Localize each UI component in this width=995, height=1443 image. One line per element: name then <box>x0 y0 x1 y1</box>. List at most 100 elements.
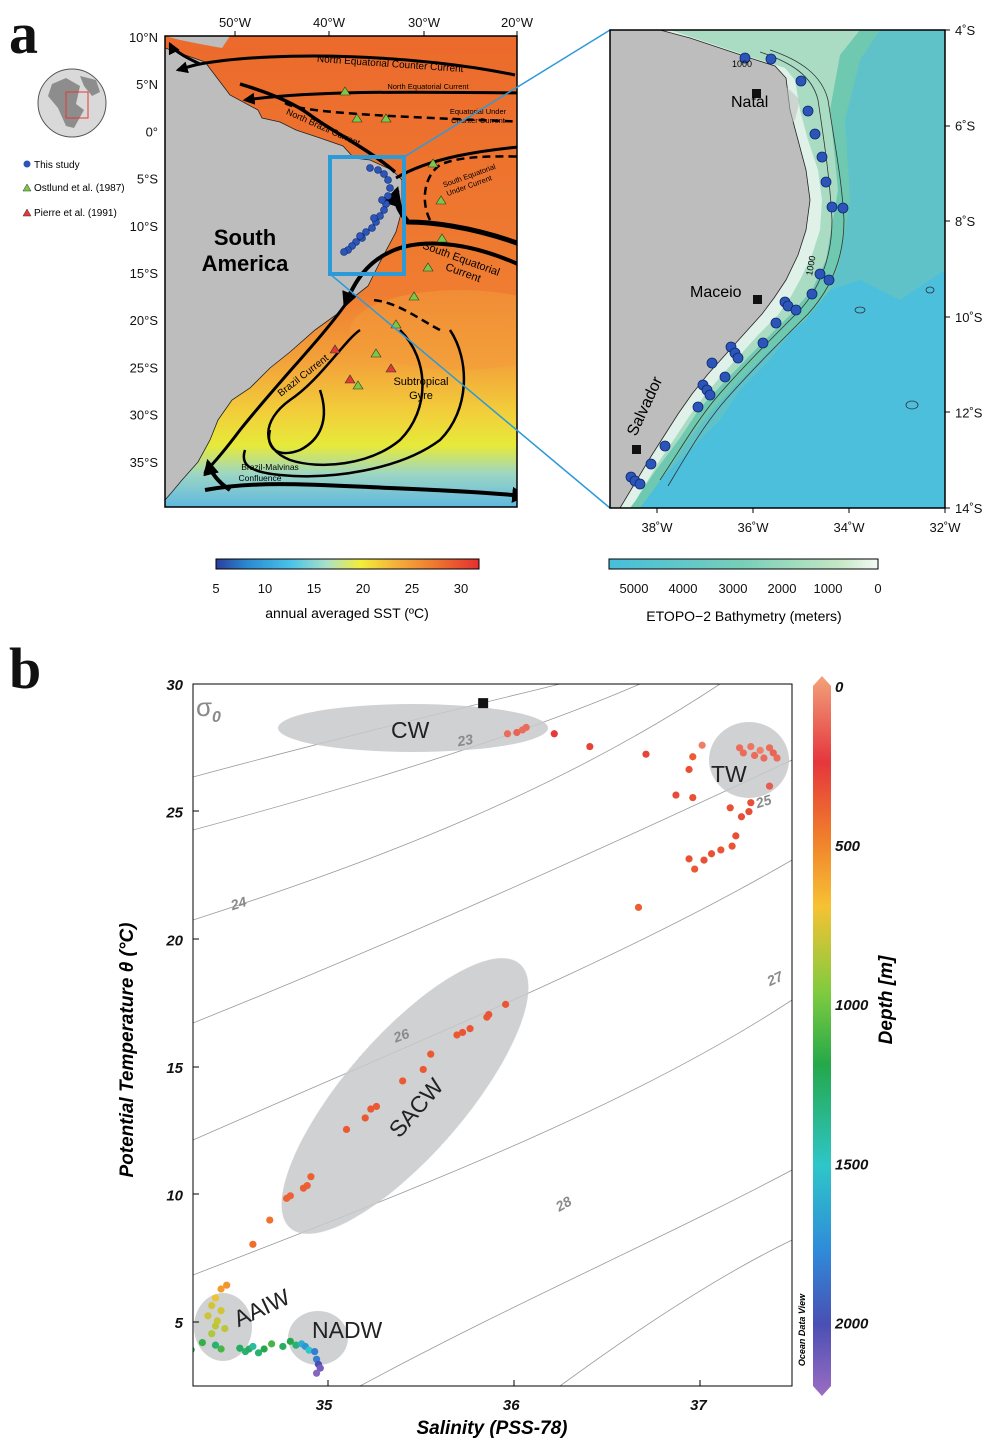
right-map-lat-tick: 12˚S <box>955 405 983 420</box>
data-point <box>361 1114 369 1122</box>
right-map-lon-tick: 32˚W <box>929 520 961 535</box>
right-map-lon-tick: 36˚W <box>737 520 769 535</box>
bathymetry-colorbar-tick: 5000 <box>620 581 649 596</box>
south-america-landmass <box>165 36 403 501</box>
legend-pierre: Pierre et al. (1991) <box>34 208 117 219</box>
data-point <box>642 750 650 758</box>
legend: This study Ostlund et al. (1987) Pierre … <box>22 160 125 219</box>
data-point <box>279 1342 287 1351</box>
label-cw: CW <box>391 717 430 743</box>
data-point <box>249 1342 257 1351</box>
x-tick-labels: 35 36 37 <box>316 1397 708 1414</box>
left-map-pierre-sites <box>329 344 397 384</box>
current-label-gyre-1: Subtropical <box>393 376 448 388</box>
label-nadw: NADW <box>312 1317 383 1343</box>
sigma-label: σ0 <box>196 692 221 726</box>
y-tick-label: 30 <box>166 677 183 694</box>
legend-ostlund: Ostlund et al. (1987) <box>34 183 125 194</box>
data-point <box>282 1194 291 1202</box>
data-point <box>672 791 680 799</box>
data-point <box>367 1105 375 1113</box>
y-tick-labels: 5 10 15 20 25 30 <box>165 677 183 1332</box>
sst-colorbar-label: annual averaged SST (ºC) <box>265 605 429 621</box>
data-point <box>204 1312 212 1320</box>
data-point <box>689 793 697 802</box>
current-label-gyre-2: Gyre <box>409 390 433 402</box>
data-point <box>372 1102 381 1111</box>
data-point <box>700 856 708 864</box>
data-point <box>311 1347 319 1356</box>
panel-b-letter: b <box>9 636 42 701</box>
left-map-lat-tick: 35°S <box>130 455 159 470</box>
scatter-points <box>193 698 781 1377</box>
data-point <box>466 1025 474 1033</box>
data-point <box>685 855 693 863</box>
depth-colorbar-tick: 0 <box>835 679 844 696</box>
label-aaiw: AAIW <box>229 1283 294 1332</box>
label-tw: TW <box>711 761 747 787</box>
continent-label-line1: South <box>214 225 276 250</box>
right-map-lat-tick: 4˚S <box>955 23 976 38</box>
data-point <box>634 903 643 911</box>
current-label-bmc-2: Confluence <box>238 473 281 483</box>
data-point <box>217 1307 225 1315</box>
legend-marker-ostlund <box>22 183 32 192</box>
city-maceio: Maceio <box>690 284 742 301</box>
globe-inset <box>37 68 107 138</box>
y-tick-label: 5 <box>175 1315 184 1332</box>
right-map-lat-tick: 8˚S <box>955 214 976 229</box>
data-point <box>750 751 759 760</box>
y-tick-label: 25 <box>165 805 183 822</box>
right-map-lon-tick: 34˚W <box>833 520 865 535</box>
data-point <box>268 1340 276 1348</box>
data-point <box>286 1337 294 1345</box>
right-map-lat-tick: 10˚S <box>955 310 983 325</box>
current-label-bmc-1: Brazil-Malvinas <box>241 462 299 472</box>
data-point <box>211 1341 220 1349</box>
data-point <box>305 1346 313 1354</box>
data-point <box>756 746 764 754</box>
data-point <box>221 1324 229 1333</box>
data-point <box>316 1364 324 1372</box>
data-point <box>513 728 521 737</box>
data-point <box>747 742 755 751</box>
ellipse-sacw <box>281 958 529 1234</box>
bathymetry-colorbar-tick: 4000 <box>669 581 698 596</box>
left-map-lat-tick: 0° <box>146 124 158 139</box>
sst-colorbar <box>215 558 480 570</box>
data-point <box>193 1346 195 1353</box>
data-point <box>266 1216 274 1224</box>
sst-colorbar-tick: 25 <box>405 581 419 596</box>
data-point <box>737 813 746 821</box>
data-point <box>522 723 530 731</box>
left-map-lon-tick: 30°W <box>408 15 441 30</box>
left-map <box>165 36 517 507</box>
data-point <box>769 749 777 757</box>
depth-colorbar-label: Depth [m] <box>876 955 897 1044</box>
contour-label-1: 1000 <box>732 59 752 69</box>
current-label-nec: North Equatorial Current <box>387 82 469 91</box>
sst-colorbar-ticks: 5 10 15 20 25 30 <box>212 581 468 596</box>
data-point <box>312 1369 321 1377</box>
left-map-lon-ticks: 50°W 40°W 30°W 20°W <box>219 15 534 30</box>
data-point <box>483 1013 491 1021</box>
data-point <box>502 1000 510 1008</box>
data-point <box>458 1028 467 1037</box>
data-point <box>211 1322 220 1330</box>
bathymetry-colorbar-tick: 0 <box>874 581 881 596</box>
data-point <box>735 744 744 752</box>
data-point <box>419 1065 427 1074</box>
data-point <box>691 865 699 873</box>
data-point <box>208 1330 216 1338</box>
left-map-lon-tick: 40°W <box>313 15 346 30</box>
ts-diagram: 23 24 25 26 27 28 σ0 CW TW SACW AAIW NAD… <box>117 676 897 1439</box>
salvador-marker <box>632 445 641 454</box>
bathymetry-colorbar-label: ETOPO−2 Bathymetry (meters) <box>646 608 841 624</box>
right-map-lat-ticks: 4˚S 6˚S 8˚S 10˚S 12˚S 14˚S <box>955 23 983 516</box>
right-map <box>610 30 945 508</box>
data-point <box>198 1339 206 1347</box>
isopycnal-label-25: 25 <box>753 791 774 811</box>
data-point <box>249 1240 257 1248</box>
left-map-lat-tick: 20°S <box>130 313 159 328</box>
y-tick-label: 15 <box>166 1060 183 1077</box>
